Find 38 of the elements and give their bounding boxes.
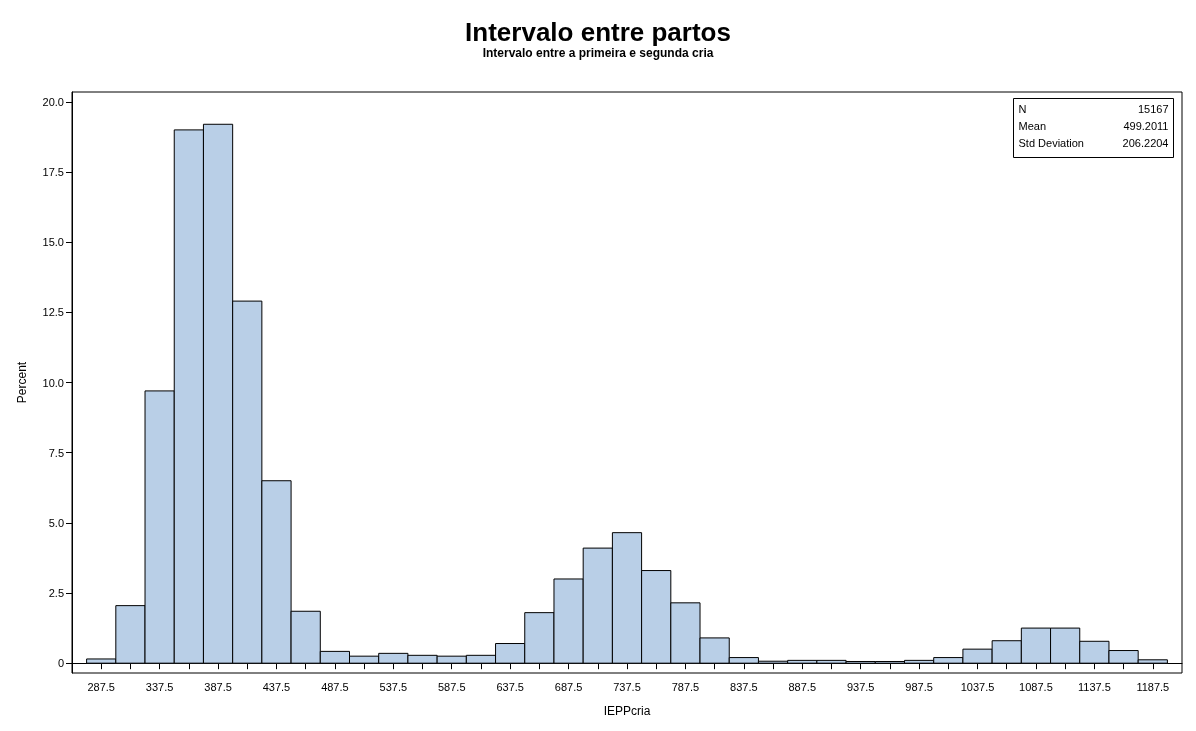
x-tick-label: 1087.5 [1019,680,1053,693]
x-tick-label: 537.5 [379,680,408,693]
annotation: 206.2204 [1122,137,1169,149]
x-tick-label: 1137.5 [1077,680,1111,693]
y-axis-title: Percent [15,361,29,404]
annotation: 15167 [1137,103,1169,115]
x-tick-label: 587.5 [437,680,466,693]
y-tick-label: 10.0 [42,376,64,389]
annotation: N [1018,103,1027,115]
y-tick-label: 17.5 [42,165,64,178]
x-tick-label: 787.5 [671,680,700,693]
x-tick-label: 737.5 [613,680,641,693]
x-tick-label: 387.5 [204,680,232,693]
x-tick-label: 337.5 [145,680,174,693]
y-tick-label: 20.0 [42,95,64,108]
annotation: Mean [1018,120,1047,132]
y-tick-label: 2.5 [48,587,64,600]
x-tick-label: 837.5 [730,680,758,693]
x-tick-label: 887.5 [788,680,817,693]
y-tick-label: 15.0 [42,236,64,249]
x-tick-label: 287.5 [87,680,115,693]
annotation: Std Deviation [1018,137,1084,149]
x-tick-label: 437.5 [262,680,291,693]
x-tick-label: 637.5 [496,680,524,693]
x-tick-label: 687.5 [554,680,583,693]
y-tick-label: 7.5 [48,446,64,459]
x-tick-label: 937.5 [846,680,875,693]
chart-title: Intervalo entre partos [465,17,731,47]
y-tick-label: 0 [57,657,64,670]
x-tick-label: 487.5 [321,680,349,693]
annotation: 499.2011 [1123,120,1169,132]
y-tick-label: 12.5 [42,306,64,319]
x-tick-label: 987.5 [905,680,933,693]
x-axis-title: IEPPcria [603,704,651,718]
x-tick-label: 1187.5 [1136,680,1170,693]
chart-subtitle: Intervalo entre a primeira e segunda cria [482,46,714,60]
x-tick-label: 1037.5 [960,680,995,693]
y-tick-label: 5.0 [48,516,64,529]
